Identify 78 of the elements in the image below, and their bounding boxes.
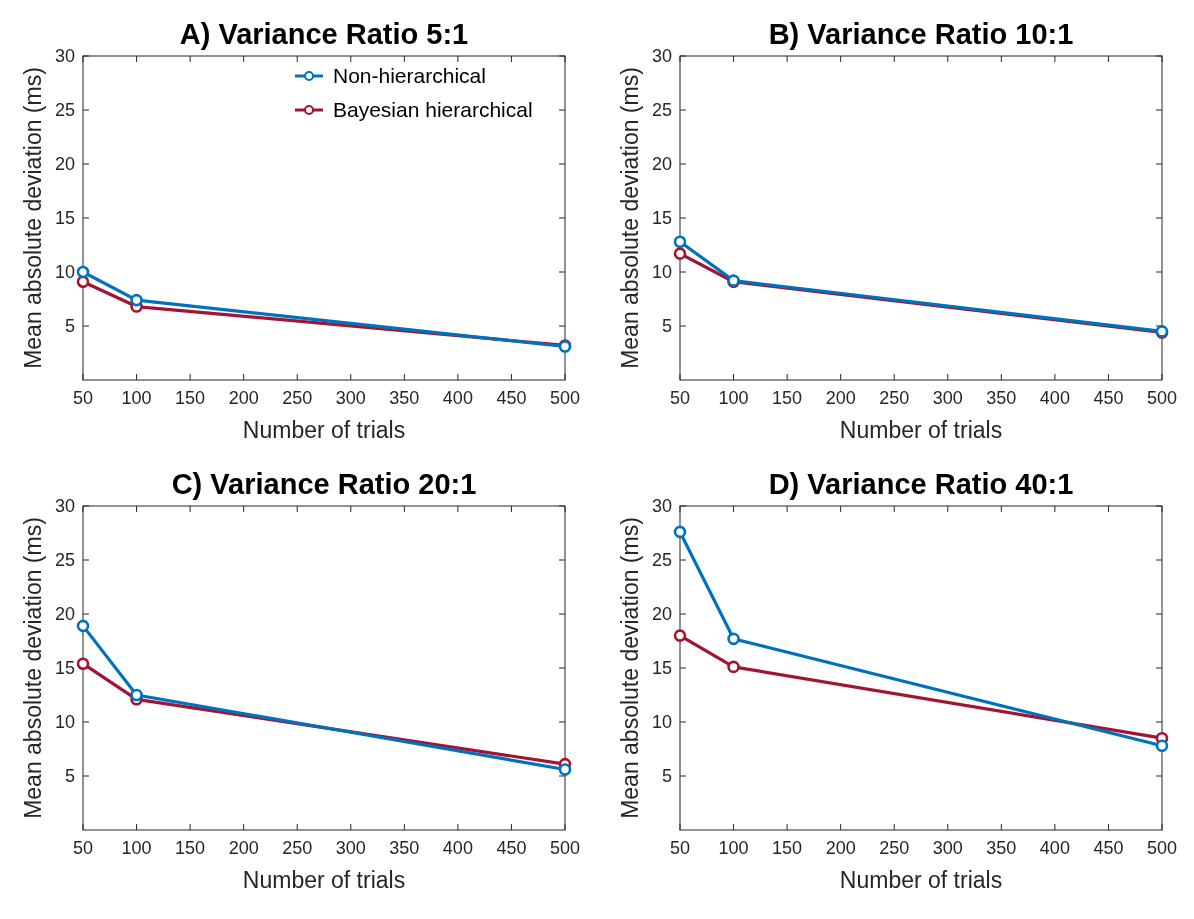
x-axis-title: Number of trials [242,417,406,443]
y-tick-label: 5 [64,766,75,787]
x-tick-label: 200 [825,388,856,408]
x-axis-title: Number of trials [839,867,1003,893]
x-tick-label: 100 [121,388,152,408]
y-tick-label: 5 [64,316,75,337]
y-tick-label: 30 [54,46,75,67]
x-tick-label: 400 [1039,838,1070,858]
x-tick-label: 250 [879,388,910,408]
x-tick-label: 300 [932,388,963,408]
y-tick-label: 10 [651,712,672,733]
y-tick-label: 30 [651,496,672,517]
x-tick-label: 300 [335,388,366,408]
legend-label: Non-hierarchical [333,64,486,88]
y-tick-label: 15 [54,208,75,229]
y-tick-label: 20 [54,154,75,175]
x-tick-label: 400 [442,388,473,408]
x-tick-label: 50 [72,838,94,858]
y-tick-label: 20 [54,604,75,625]
y-tick-label: 25 [54,550,75,571]
y-tick-label: 25 [651,100,672,121]
y-axis-title: Mean absolute deviation (ms) [20,517,46,819]
chart-title: A) Variance Ratio 5:1 [179,18,469,50]
y-tick-label: 20 [651,604,672,625]
x-tick-label: 50 [669,838,691,858]
x-axis-title: Number of trials [839,417,1003,443]
chart-title: D) Variance Ratio 40:1 [768,468,1074,500]
x-tick-label: 150 [772,838,803,858]
x-tick-label: 400 [442,838,473,858]
y-tick-label: 25 [54,100,75,121]
x-tick-label: 250 [282,838,313,858]
y-axis-title: Mean absolute deviation (ms) [617,67,643,369]
x-tick-label: 500 [549,838,581,858]
x-tick-label: 100 [718,388,749,408]
y-tick-label: 20 [651,154,672,175]
x-tick-label: 500 [549,388,581,408]
y-tick-label: 5 [661,316,672,337]
x-tick-label: 350 [389,388,420,408]
x-tick-label: 200 [825,838,856,858]
y-tick-label: 10 [54,712,75,733]
y-axis-title: Mean absolute deviation (ms) [20,67,46,369]
y-tick-label: 15 [651,658,672,679]
x-tick-label: 150 [772,388,803,408]
x-tick-label: 350 [389,838,420,858]
y-tick-label: 30 [651,46,672,67]
x-tick-label: 450 [496,388,527,408]
y-tick-label: 5 [661,766,672,787]
x-tick-label: 450 [1093,838,1124,858]
y-tick-label: 30 [54,496,75,517]
x-tick-label: 150 [175,388,206,408]
y-tick-label: 15 [651,208,672,229]
x-tick-label: 50 [72,388,94,408]
x-tick-label: 350 [986,838,1017,858]
legend-label: Bayesian hierarchical [333,98,533,122]
x-axis-title: Number of trials [242,867,406,893]
x-tick-label: 250 [879,838,910,858]
x-tick-label: 450 [496,838,527,858]
chart-title: C) Variance Ratio 20:1 [171,468,477,500]
x-tick-label: 50 [669,388,691,408]
x-tick-label: 300 [335,838,366,858]
x-tick-label: 150 [175,838,206,858]
x-tick-label: 350 [986,388,1017,408]
x-tick-label: 200 [228,838,259,858]
x-tick-label: 200 [228,388,259,408]
y-tick-label: 10 [54,262,75,283]
x-tick-label: 400 [1039,388,1070,408]
y-tick-label: 25 [651,550,672,571]
x-tick-label: 100 [718,838,749,858]
chart-title: B) Variance Ratio 10:1 [768,18,1074,50]
x-tick-label: 450 [1093,388,1124,408]
x-tick-label: 100 [121,838,152,858]
y-tick-label: 10 [651,262,672,283]
x-tick-label: 300 [932,838,963,858]
y-tick-label: 15 [54,658,75,679]
y-axis-title: Mean absolute deviation (ms) [617,517,643,819]
x-tick-label: 250 [282,388,313,408]
x-tick-label: 500 [1146,838,1178,858]
x-tick-label: 500 [1146,388,1178,408]
